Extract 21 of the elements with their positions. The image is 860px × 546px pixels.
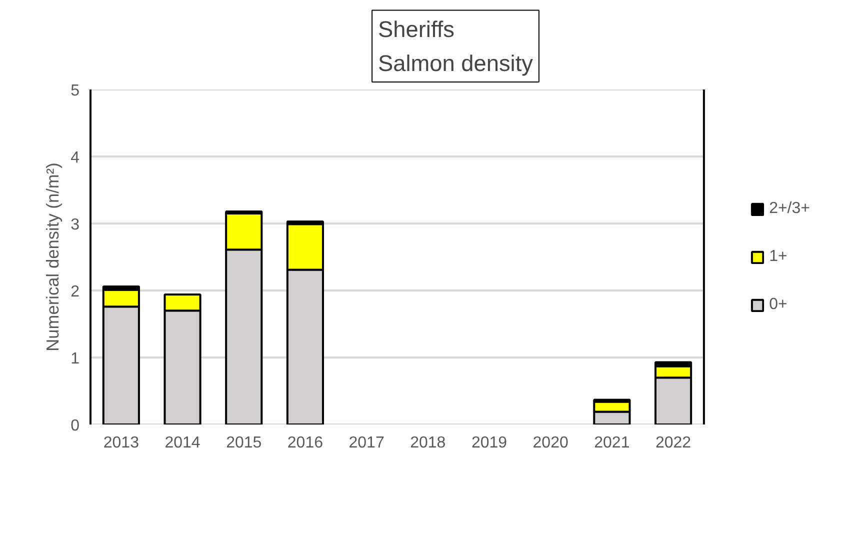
legend-label: 1+ [769, 248, 788, 266]
x-tick-label: 2022 [655, 434, 692, 452]
y-tick-label: 1 [70, 350, 80, 368]
y-tick-label: 4 [70, 150, 80, 166]
y-tick-label: 2 [70, 284, 80, 300]
legend-label: 2+/3+ [769, 200, 810, 218]
y-tick-label: 0 [70, 418, 80, 434]
x-tick-label: 2015 [226, 434, 262, 452]
x-tick-label: 2013 [103, 434, 140, 452]
y-tick-label: 5 [70, 82, 80, 100]
chart-title: Sheriffs Salmon density [378, 16, 534, 76]
legend-label: 0+ [769, 296, 788, 314]
x-tick-label: 2018 [410, 434, 446, 452]
x-tick-label: 2019 [471, 434, 508, 452]
x-tick-label: 2017 [348, 434, 384, 452]
y-tick-label: 3 [70, 216, 80, 234]
x-tick-label: 2020 [532, 434, 568, 452]
x-tick-label: 2016 [287, 434, 324, 452]
x-tick-label: 2014 [164, 434, 200, 452]
x-tick-label: 2021 [594, 434, 630, 452]
y-axis-title: Numerical density (n/m²) [42, 162, 63, 352]
